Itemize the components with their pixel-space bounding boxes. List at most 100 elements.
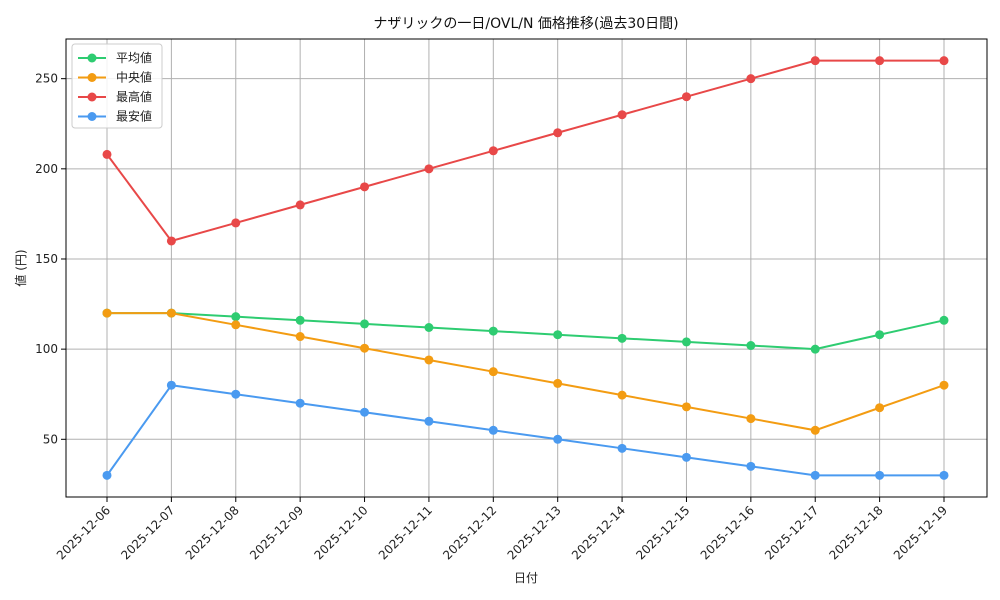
legend-item: 平均値 bbox=[78, 50, 152, 65]
x-tick-label: 2025-12-17 bbox=[762, 503, 821, 562]
data-point bbox=[231, 312, 241, 322]
legend-marker bbox=[87, 53, 97, 63]
x-tick-label: 2025-12-09 bbox=[247, 503, 306, 562]
data-point bbox=[875, 470, 885, 480]
x-tick-label: 2025-12-06 bbox=[54, 503, 113, 562]
legend-marker bbox=[87, 92, 97, 102]
data-point bbox=[166, 308, 176, 318]
series-line bbox=[107, 312, 945, 432]
legend-item: 最高値 bbox=[78, 89, 152, 104]
data-point bbox=[681, 92, 691, 102]
series-4 bbox=[102, 380, 949, 480]
legend-marker bbox=[87, 73, 97, 82]
series-3 bbox=[102, 56, 949, 246]
x-tick-label: 2025-12-07 bbox=[118, 503, 177, 562]
data-point bbox=[553, 434, 563, 444]
legend-label: 中央値 bbox=[116, 70, 152, 85]
data-point bbox=[617, 443, 627, 453]
data-point bbox=[295, 315, 305, 325]
data-point bbox=[488, 146, 498, 156]
data-point bbox=[231, 320, 241, 330]
data-point bbox=[617, 110, 627, 120]
x-tick-label: 2025-12-13 bbox=[505, 503, 564, 562]
series-layer bbox=[102, 56, 949, 480]
data-point bbox=[939, 315, 949, 325]
y-axis: 50 100 150 200 250 bbox=[35, 72, 66, 446]
data-point bbox=[360, 319, 370, 329]
data-point bbox=[939, 380, 949, 390]
data-point bbox=[746, 74, 756, 84]
legend-label: 平均値 bbox=[116, 50, 152, 65]
x-tick-label: 2025-12-19 bbox=[891, 503, 950, 562]
x-tick-label: 2025-12-10 bbox=[311, 503, 370, 562]
data-point bbox=[617, 390, 627, 400]
data-point bbox=[102, 149, 112, 159]
data-point bbox=[939, 56, 949, 66]
data-point bbox=[360, 182, 370, 192]
y-tick-label: 200 bbox=[35, 162, 58, 176]
data-point bbox=[810, 425, 820, 435]
x-axis: 2025-12-06 2025-12-07 2025-12-08 2025-12-09… bbox=[54, 497, 950, 562]
data-point bbox=[939, 470, 949, 480]
series-2 bbox=[102, 308, 949, 435]
x-tick-label: 2025-12-14 bbox=[569, 503, 628, 562]
data-point bbox=[746, 461, 756, 471]
legend-label: 最安値 bbox=[116, 109, 152, 124]
x-axis-label: 日付 bbox=[514, 571, 538, 585]
series-1 bbox=[102, 308, 949, 354]
plot-frame bbox=[65, 38, 988, 498]
data-point bbox=[424, 323, 434, 333]
data-point bbox=[295, 200, 305, 210]
y-tick-label: 250 bbox=[35, 72, 58, 86]
data-point bbox=[295, 332, 305, 342]
data-point bbox=[166, 236, 176, 246]
data-point bbox=[360, 407, 370, 417]
data-point bbox=[681, 337, 691, 347]
data-point bbox=[875, 330, 885, 340]
series-line bbox=[106, 384, 944, 477]
data-point bbox=[746, 341, 756, 351]
data-point bbox=[488, 326, 498, 336]
legend-marker bbox=[87, 112, 97, 121]
x-tick-label: 2025-12-15 bbox=[633, 503, 692, 562]
series-line bbox=[107, 312, 945, 351]
legend-box bbox=[71, 43, 163, 129]
x-tick-label: 2025-12-08 bbox=[183, 503, 242, 562]
x-tick-label: 2025-12-12 bbox=[440, 503, 499, 562]
data-point bbox=[553, 378, 563, 388]
y-axis-label: 値 (円) bbox=[13, 249, 28, 286]
legend-item: 最安値 bbox=[78, 109, 152, 124]
data-point bbox=[231, 389, 241, 399]
data-point bbox=[424, 416, 434, 426]
data-point bbox=[424, 164, 434, 174]
data-point bbox=[166, 380, 176, 390]
data-point bbox=[488, 367, 498, 377]
data-point bbox=[553, 330, 563, 340]
legend-item: 中央値 bbox=[78, 70, 152, 85]
data-point bbox=[295, 398, 305, 408]
x-tick-label: 2025-12-16 bbox=[698, 503, 757, 562]
y-tick-label: 150 bbox=[35, 252, 58, 266]
data-point bbox=[102, 470, 112, 480]
data-point bbox=[875, 56, 885, 66]
legend-label: 最高値 bbox=[116, 89, 152, 104]
data-point bbox=[360, 343, 370, 353]
data-point bbox=[810, 470, 820, 480]
data-point bbox=[810, 344, 820, 354]
data-point bbox=[746, 414, 756, 424]
grid-lines bbox=[66, 39, 987, 497]
data-point bbox=[681, 452, 691, 462]
data-point bbox=[681, 402, 691, 412]
data-point bbox=[231, 218, 241, 228]
chart-title: ナザリックの一日/OVL/N 価格推移(過去30日間) bbox=[373, 16, 678, 32]
y-tick-label: 100 bbox=[35, 342, 58, 356]
x-tick-label: 2025-12-11 bbox=[376, 503, 435, 562]
data-point bbox=[875, 403, 885, 413]
data-point bbox=[810, 56, 820, 66]
y-tick-label: 50 bbox=[43, 432, 58, 446]
data-point bbox=[553, 128, 563, 138]
data-point bbox=[424, 355, 434, 365]
data-point bbox=[488, 425, 498, 435]
